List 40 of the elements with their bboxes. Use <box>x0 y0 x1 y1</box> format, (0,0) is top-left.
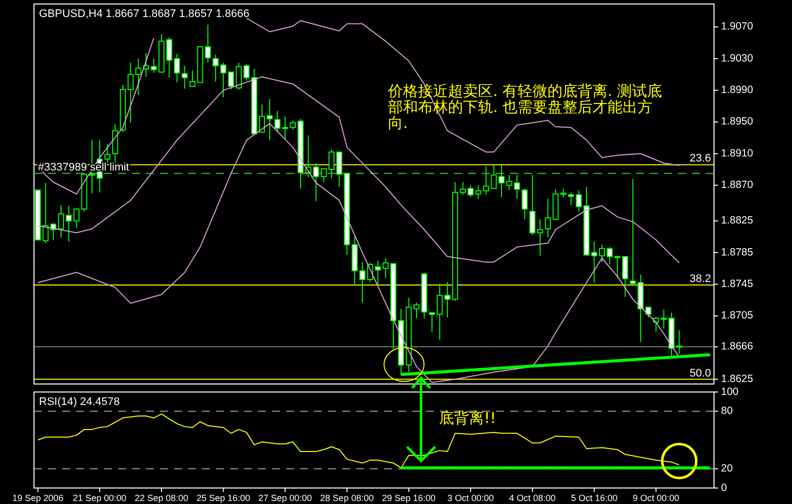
x-tick-label: 4 Oct 08:00 <box>509 493 556 503</box>
candlestick <box>104 144 110 164</box>
y-tick-label: 80 <box>721 404 733 417</box>
x-tick-label: 21 Sep 00:00 <box>72 493 126 503</box>
y-tick-label: 100 <box>721 386 739 398</box>
annotation: 50.0 <box>690 367 711 380</box>
y-tick-label: 1.8785 <box>721 246 754 258</box>
y-tick-label: 1.9030 <box>721 52 754 64</box>
x-tick-label: 22 Sep 08:00 <box>134 493 188 503</box>
x-tick-label: 25 Sep 16:00 <box>196 493 250 503</box>
y-tick-label: 1.8625 <box>721 373 754 386</box>
candlestick <box>653 316 660 332</box>
x-tick-label: 9 Oct 00:00 <box>632 493 680 503</box>
y-tick-label: 1.8870 <box>721 179 754 192</box>
line-series <box>246 18 680 166</box>
y-tick-label: 1.8666 <box>721 340 754 353</box>
y-tick-label: 1.8825 <box>721 214 754 227</box>
y-tick-label: 20 <box>721 462 733 475</box>
x-tick-label: 3 Oct 00:00 <box>447 493 494 503</box>
annotation: 23.6 <box>690 152 711 165</box>
y-tick-label: 0 <box>721 482 727 494</box>
annotation: 38.2 <box>690 273 711 286</box>
chart-title: RSI(14) 24.4578 <box>39 396 120 408</box>
candlestick <box>135 58 142 96</box>
y-tick-label: 1.8705 <box>721 310 754 322</box>
y-tick-label: 1.9070 <box>721 20 754 33</box>
y-tick-label: 1.8950 <box>721 116 754 128</box>
y-tick-label: 1.8745 <box>721 278 754 290</box>
x-tick-label: 29 Sep 16:00 <box>382 493 436 503</box>
x-tick-label: 28 Sep 08:00 <box>320 493 374 503</box>
chart-title: GBPUSD,H4 1.8667 1.8687 1.8657 1.8666 <box>39 8 250 20</box>
y-tick-label: 1.8990 <box>721 84 754 96</box>
annotation: 底背离!! <box>439 409 496 427</box>
candlestick <box>112 124 118 164</box>
line-series <box>37 76 680 264</box>
x-tick-label: 5 Oct 16:00 <box>570 493 618 503</box>
x-tick-label: 27 Sep 00:00 <box>258 493 312 503</box>
x-tick-label: 19 Sep 2006 <box>12 493 64 503</box>
y-tick-label: 1.8910 <box>721 147 754 160</box>
candlestick <box>568 192 574 206</box>
